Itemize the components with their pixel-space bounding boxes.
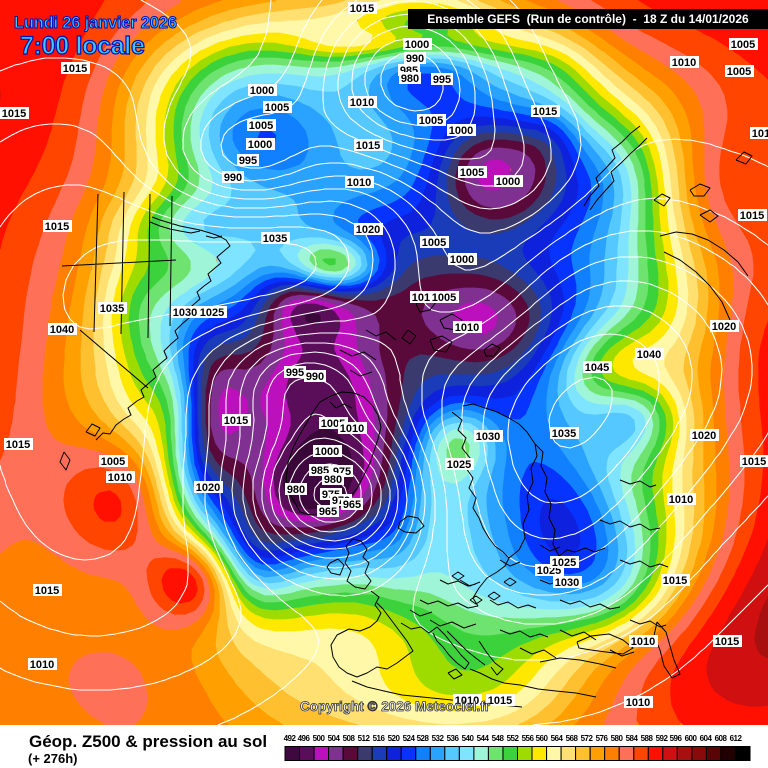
svg-text:1000: 1000 (496, 176, 520, 188)
svg-text:1010: 1010 (631, 636, 655, 648)
svg-text:990: 990 (406, 53, 424, 65)
svg-text:1015: 1015 (488, 695, 512, 707)
svg-text:1020: 1020 (196, 482, 220, 494)
svg-text:1020: 1020 (712, 321, 736, 333)
svg-text:1015: 1015 (715, 636, 739, 648)
svg-text:1005: 1005 (265, 102, 289, 114)
svg-text:1020: 1020 (356, 224, 380, 236)
svg-text:1010: 1010 (340, 423, 364, 435)
svg-text:995: 995 (239, 155, 257, 167)
svg-text:1035: 1035 (552, 428, 576, 440)
svg-text:1010: 1010 (455, 695, 479, 707)
svg-text:1015: 1015 (63, 63, 87, 75)
svg-text:1005: 1005 (727, 66, 751, 78)
svg-text:1000: 1000 (248, 139, 272, 151)
svg-text:1005: 1005 (249, 120, 273, 132)
svg-text:1005: 1005 (419, 115, 443, 127)
svg-text:1000: 1000 (450, 254, 474, 266)
svg-text:1010: 1010 (108, 472, 132, 484)
svg-text:1015: 1015 (350, 3, 374, 15)
svg-text:1045: 1045 (585, 362, 609, 374)
svg-text:1020: 1020 (692, 430, 716, 442)
svg-text:990: 990 (306, 371, 324, 383)
svg-text:1030: 1030 (476, 431, 500, 443)
svg-text:1000: 1000 (315, 446, 339, 458)
svg-text:1025: 1025 (447, 459, 471, 471)
svg-text:1005: 1005 (101, 456, 125, 468)
svg-text:980: 980 (287, 484, 305, 496)
svg-text:1000: 1000 (405, 39, 429, 51)
svg-text:1025: 1025 (552, 557, 576, 569)
svg-text:1015: 1015 (35, 585, 59, 597)
svg-text:1040: 1040 (50, 324, 74, 336)
svg-text:1015: 1015 (663, 575, 687, 587)
svg-text:1015: 1015 (45, 221, 69, 233)
svg-text:1010: 1010 (30, 659, 54, 671)
svg-text:965: 965 (319, 506, 337, 518)
svg-text:1035: 1035 (263, 233, 287, 245)
svg-text:1015: 1015 (742, 456, 766, 468)
svg-text:1000: 1000 (449, 125, 473, 137)
svg-text:995: 995 (433, 74, 451, 86)
svg-text:965: 965 (343, 499, 361, 511)
svg-text:1030: 1030 (555, 577, 579, 589)
svg-text:1015: 1015 (740, 210, 764, 222)
svg-text:980: 980 (324, 474, 342, 486)
svg-text:1005: 1005 (460, 167, 484, 179)
svg-text:1010: 1010 (347, 177, 371, 189)
svg-text:980: 980 (401, 73, 419, 85)
svg-text:1010: 1010 (455, 322, 479, 334)
svg-text:1015: 1015 (224, 415, 248, 427)
svg-text:1010: 1010 (669, 494, 693, 506)
svg-text:1035: 1035 (100, 303, 124, 315)
svg-text:1015: 1015 (356, 140, 380, 152)
svg-text:1015: 1015 (2, 108, 26, 120)
svg-text:1025: 1025 (200, 307, 224, 319)
svg-text:1005: 1005 (731, 39, 755, 51)
svg-text:1015: 1015 (752, 128, 768, 140)
svg-text:1010: 1010 (626, 697, 650, 709)
svg-text:995: 995 (286, 367, 304, 379)
svg-text:1010: 1010 (672, 57, 696, 69)
svg-text:1040: 1040 (637, 349, 661, 361)
svg-text:1010: 1010 (350, 97, 374, 109)
svg-text:1005: 1005 (432, 292, 456, 304)
svg-text:990: 990 (224, 172, 242, 184)
svg-text:1000: 1000 (250, 85, 274, 97)
svg-text:1030: 1030 (173, 307, 197, 319)
svg-text:1015: 1015 (533, 106, 557, 118)
svg-text:1015: 1015 (6, 439, 30, 451)
svg-text:1005: 1005 (422, 237, 446, 249)
